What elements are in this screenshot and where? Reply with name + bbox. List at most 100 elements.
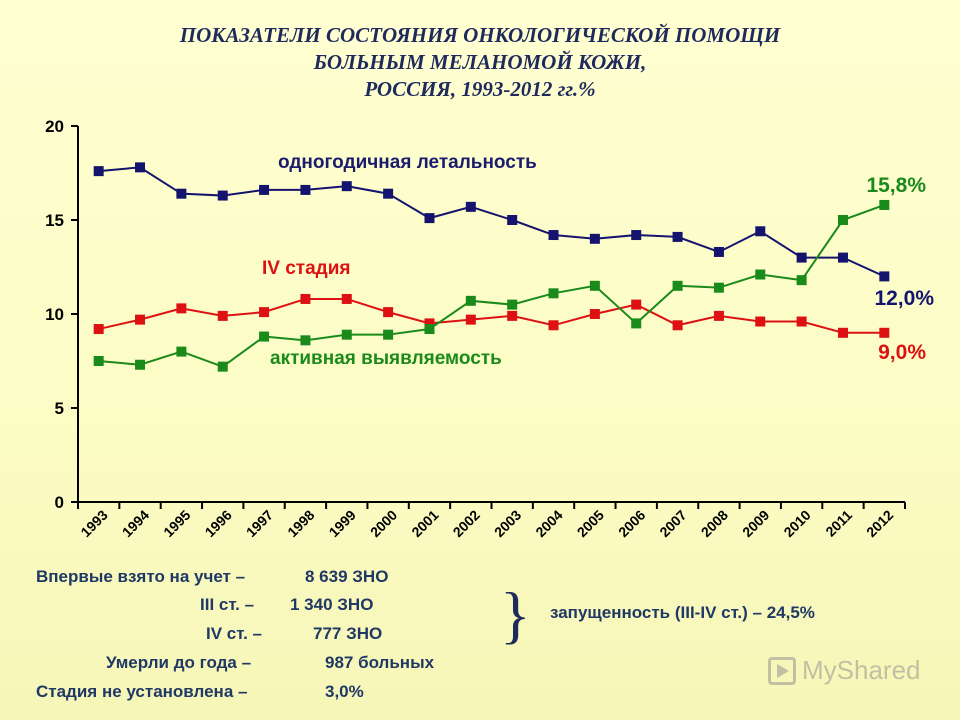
data-point [259,184,270,195]
x-tick-label: 1993 [77,507,110,540]
data-point [383,307,394,318]
data-point [589,233,600,244]
x-tick-label: 2004 [532,507,565,540]
play-icon [768,656,796,685]
data-point [217,361,228,372]
title-line-1: ПОКАЗАТЕЛИ СОСТОЯНИЯ ОНКОЛОГИЧЕСКОЙ ПОМО… [179,23,781,47]
data-point [672,280,683,291]
x-tick-label: 1995 [160,507,193,540]
chart-title: ПОКАЗАТЕЛИ СОСТОЯНИЯ ОНКОЛОГИЧЕСКОЙ ПОМО… [0,22,960,103]
x-tick-label: 1997 [243,507,276,540]
data-point [300,335,311,346]
series-3 [93,199,890,372]
data-point [755,269,766,280]
x-tick-label: 2003 [491,507,524,540]
info-line-4-value: 987 больных [325,653,435,672]
x-tick-label: 2012 [863,507,896,540]
info-line-2-value: 1 340 ЗНО [290,595,374,614]
data-point [424,318,435,329]
x-tick-label: 2001 [408,507,441,540]
data-point [548,320,559,331]
x-tick-label: 2006 [615,507,648,540]
brace-symbol: } [500,579,531,650]
data-point [465,201,476,212]
data-point [300,293,311,304]
y-tick-label: 20 [45,117,64,136]
y-tick-label: 5 [55,399,64,418]
data-point [135,162,146,173]
series-line [98,204,885,368]
x-tick-label: 1998 [284,507,317,540]
data-point [135,314,146,325]
data-point [93,356,104,366]
x-tick-label: 2000 [367,507,400,540]
data-point [424,213,435,224]
line-chart: 0 5 10 15 20 1993 1994 1995 1996 1997 1998 1999 2000… [45,117,934,540]
data-point [879,271,890,282]
data-point [755,226,766,237]
data-point [341,293,352,304]
x-tick-label: 1994 [119,507,152,540]
data-point [341,181,352,192]
y-tick-label: 15 [45,211,64,230]
info-line-1-value: 8 639 ЗНО [305,567,389,586]
data-point [672,231,683,242]
x-tick-label: 1999 [326,507,359,540]
series-2 [93,293,890,338]
series-line [98,166,885,278]
data-point [837,215,848,225]
data-point [755,316,766,327]
data-point [135,359,146,370]
data-point [548,230,559,241]
data-point [713,282,724,293]
x-tick-label: 2009 [739,507,772,540]
data-point [631,318,642,329]
end-value-label: 12,0% [874,287,934,310]
watermark: MyShared [768,655,921,686]
data-point [93,324,104,335]
data-point [713,246,724,257]
data-point [796,316,807,327]
data-point [424,324,435,335]
data-point [217,310,228,321]
y-tick-label: 0 [55,493,64,512]
y-tick-label: 10 [45,305,64,324]
data-point [507,310,518,321]
data-point [259,307,270,318]
data-point [672,320,683,331]
series-1 [93,162,890,282]
end-value-label: 9,0% [878,341,926,364]
data-point [631,299,642,310]
data-point [176,188,187,199]
data-point [217,190,228,201]
data-point [589,309,600,319]
x-tick-label: 2007 [656,507,689,540]
data-point [300,184,311,195]
data-point [837,327,848,338]
neglect-text: запущенность (III-IV ст.) – 24,5% [550,603,815,622]
series-name-label: IV стадия [262,258,351,279]
series-name-label: одногодичная летальность [278,152,537,173]
info-line-1-label: Впервые взято на учет – [36,567,246,586]
x-tick-label: 2005 [574,507,607,540]
series-line [98,297,885,334]
series-name-label: активная выявляемость [270,348,502,369]
info-line-5-label: Стадия не установлена – [36,682,248,701]
data-point [796,275,807,286]
data-point [465,314,476,325]
data-point [383,329,394,340]
data-point [796,252,807,263]
data-point [879,199,890,210]
title-line-2: БОЛЬНЫМ МЕЛАНОМОЙ КОЖИ, [313,50,647,74]
end-value-label: 15,8% [866,174,926,197]
info-line-4-label: Умерли до года – [106,653,252,672]
data-point [507,299,518,310]
data-point [507,215,518,225]
info-line-2-label: III ст. – [200,595,255,614]
data-point [93,166,104,177]
info-line-3-label: IV ст. – [206,624,262,643]
data-point [341,329,352,340]
title-line-3: РОССИЯ, 1993-2012 гг.% [364,77,596,101]
data-point [259,331,270,342]
watermark-text: MyShared [802,655,921,685]
